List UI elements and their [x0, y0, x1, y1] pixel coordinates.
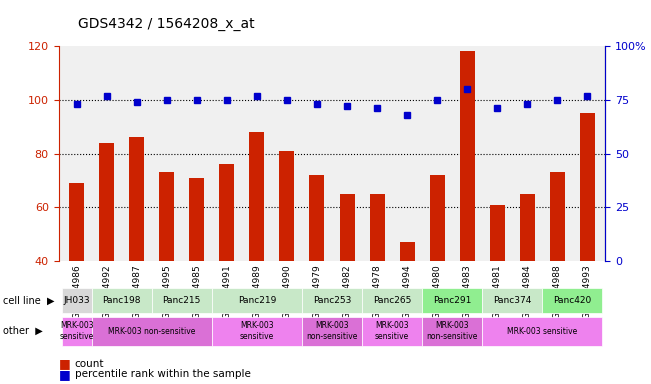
- Text: ■: ■: [59, 368, 70, 381]
- Bar: [400, 242, 415, 261]
- Text: MRK-003
sensitive: MRK-003 sensitive: [375, 321, 409, 341]
- Bar: [580, 113, 595, 261]
- Text: MRK-003
sensitive: MRK-003 sensitive: [240, 321, 274, 341]
- Bar: [99, 143, 114, 261]
- Text: JH033: JH033: [63, 296, 90, 305]
- Bar: [490, 205, 505, 261]
- Text: MRK-003
non-sensitive: MRK-003 non-sensitive: [426, 321, 478, 341]
- Bar: [249, 132, 264, 261]
- Text: percentile rank within the sample: percentile rank within the sample: [75, 369, 251, 379]
- Text: MRK-003
non-sensitive: MRK-003 non-sensitive: [307, 321, 357, 341]
- Text: Panc215: Panc215: [163, 296, 201, 305]
- Text: Panc420: Panc420: [553, 296, 592, 305]
- Text: MRK-003
sensitive: MRK-003 sensitive: [59, 321, 94, 341]
- Text: Panc291: Panc291: [433, 296, 471, 305]
- Bar: [340, 194, 355, 261]
- Text: MRK-003 sensitive: MRK-003 sensitive: [507, 327, 577, 336]
- Bar: [370, 194, 385, 261]
- Bar: [189, 178, 204, 261]
- Text: Panc265: Panc265: [373, 296, 411, 305]
- Bar: [279, 151, 294, 261]
- Text: Panc253: Panc253: [313, 296, 351, 305]
- Text: GDS4342 / 1564208_x_at: GDS4342 / 1564208_x_at: [78, 17, 255, 31]
- Text: MRK-003 non-sensitive: MRK-003 non-sensitive: [108, 327, 195, 336]
- Bar: [460, 51, 475, 261]
- Text: ■: ■: [59, 357, 70, 370]
- Text: Panc198: Panc198: [102, 296, 141, 305]
- Text: cell line  ▶: cell line ▶: [3, 295, 55, 306]
- Bar: [219, 164, 234, 261]
- Bar: [519, 194, 535, 261]
- Text: Panc374: Panc374: [493, 296, 531, 305]
- Text: count: count: [75, 359, 104, 369]
- Text: other  ▶: other ▶: [3, 326, 43, 336]
- Text: Panc219: Panc219: [238, 296, 276, 305]
- Bar: [550, 172, 565, 261]
- Bar: [129, 137, 145, 261]
- Bar: [159, 172, 174, 261]
- Bar: [69, 183, 84, 261]
- Bar: [309, 175, 324, 261]
- Bar: [430, 175, 445, 261]
